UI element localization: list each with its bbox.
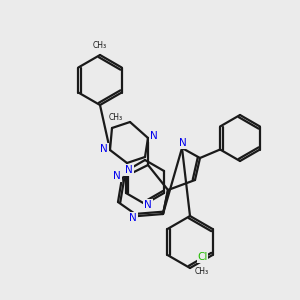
Text: N: N bbox=[144, 200, 152, 210]
Text: CH₃: CH₃ bbox=[109, 112, 123, 122]
Text: CH₃: CH₃ bbox=[195, 268, 209, 277]
Text: Cl: Cl bbox=[197, 252, 208, 262]
Text: N: N bbox=[125, 165, 133, 175]
Text: N: N bbox=[150, 131, 158, 141]
Text: N: N bbox=[100, 144, 108, 154]
Text: CH₃: CH₃ bbox=[93, 40, 107, 50]
Text: N: N bbox=[179, 138, 187, 148]
Text: N: N bbox=[113, 171, 121, 181]
Text: N: N bbox=[129, 213, 137, 223]
